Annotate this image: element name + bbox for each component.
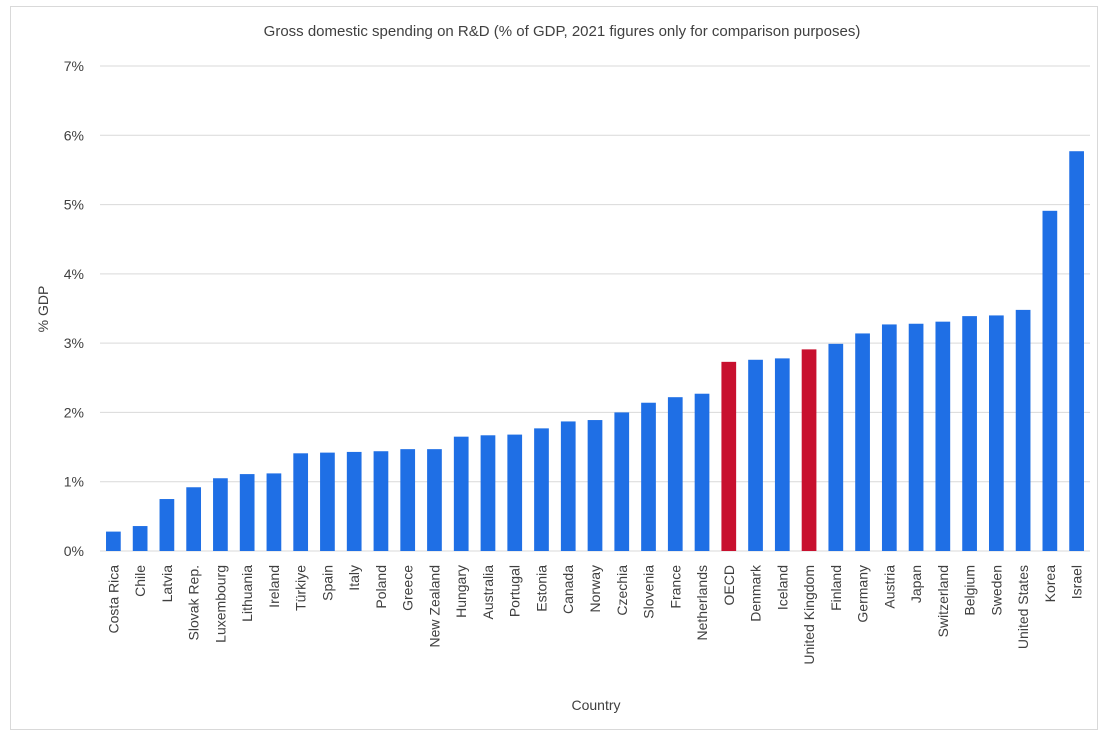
x-tick-label: Türkiye — [293, 565, 309, 611]
bar-spain — [320, 452, 335, 551]
bar-luxembourg — [213, 478, 228, 551]
bar-t-rkiye — [293, 453, 309, 551]
x-tick-label: Latvia — [159, 565, 175, 603]
bar-italy — [346, 451, 362, 551]
x-tick-label: Hungary — [453, 565, 469, 618]
x-tick-label: Poland — [373, 565, 389, 609]
x-tick-label: Portugal — [507, 565, 523, 617]
bar-lithuania — [239, 474, 255, 551]
bar-australia — [480, 435, 496, 551]
bar-belgium — [962, 316, 977, 551]
x-axis-title: Country — [571, 697, 620, 713]
x-tick-label: Slovak Rep. — [186, 565, 202, 640]
bar-costa-rica — [106, 531, 121, 551]
bar-slovenia — [641, 402, 656, 551]
x-tick-label: New Zealand — [426, 565, 442, 648]
y-tick-label: 2% — [64, 404, 84, 420]
bar-hungary — [453, 436, 469, 551]
y-tick-label: 5% — [64, 197, 84, 213]
bar-switzerland — [935, 321, 951, 551]
y-tick-label: 3% — [64, 335, 84, 351]
chart-title: Gross domestic spending on R&D (% of GDP… — [264, 23, 861, 40]
x-tick-label: Estonia — [533, 565, 549, 612]
x-tick-label: Czechia — [614, 565, 630, 616]
bar-austria — [881, 324, 897, 551]
bar-latvia — [159, 499, 175, 551]
x-tick-label: Japan — [908, 565, 924, 603]
x-tick-label: Germany — [855, 565, 871, 623]
y-tick-label: 7% — [64, 58, 84, 74]
bar-chile — [132, 526, 148, 551]
bar-czechia — [614, 412, 630, 551]
x-tick-label: Lithuania — [239, 565, 255, 622]
x-tick-label: Canada — [560, 565, 576, 614]
bar-greece — [400, 449, 416, 551]
x-tick-label: United States — [1015, 565, 1031, 649]
bar-netherlands — [694, 393, 710, 551]
x-tick-label: Italy — [346, 565, 362, 591]
x-tick-label: Switzerland — [935, 565, 951, 637]
x-tick-label: Costa Rica — [105, 565, 121, 634]
x-tick-label: Norway — [587, 565, 603, 612]
x-axis-ticks: Costa Rica Chile Latvia Slovak Rep. Luxembou… — [105, 564, 1084, 665]
bar-united-kingdom — [801, 349, 817, 551]
bar-finland — [828, 343, 844, 551]
bar-sweden — [988, 315, 1004, 551]
y-tick-label: 6% — [64, 127, 84, 143]
x-tick-label: Denmark — [748, 564, 764, 622]
x-tick-label: Greece — [400, 565, 416, 611]
bar-norway — [587, 420, 603, 551]
bar-iceland — [774, 358, 790, 551]
bar-united-states — [1015, 309, 1031, 551]
x-tick-label: Sweden — [988, 565, 1004, 616]
bar-ireland — [266, 473, 282, 551]
bar-germany — [855, 333, 870, 551]
x-tick-label: Israel — [1069, 565, 1085, 599]
bar-denmark — [748, 359, 763, 551]
gridlines — [100, 65, 1090, 552]
x-tick-label: Ireland — [266, 565, 282, 608]
x-tick-label: Slovenia — [641, 565, 657, 619]
x-tick-label: Australia — [480, 565, 496, 620]
x-tick-label: Chile — [132, 565, 148, 597]
bar-poland — [373, 451, 389, 551]
bar-canada — [560, 421, 576, 551]
bar-estonia — [534, 428, 549, 551]
y-axis-ticks: 0% 1% 2% 3% 4% 5% 6% 7% — [64, 58, 84, 559]
x-tick-label: OECD — [721, 565, 737, 605]
x-tick-label: Spain — [319, 565, 335, 601]
x-tick-label: United Kingdom — [801, 565, 817, 665]
bar-israel — [1069, 151, 1084, 551]
x-tick-label: Austria — [881, 565, 897, 609]
y-tick-label: 1% — [64, 474, 84, 490]
bar-oecd — [721, 361, 737, 551]
bar-portugal — [507, 434, 523, 551]
bars — [106, 151, 1084, 552]
y-tick-label: 0% — [64, 543, 84, 559]
bar-new-zealand — [427, 449, 442, 551]
x-tick-label: Finland — [828, 565, 844, 611]
x-tick-label: Korea — [1042, 565, 1058, 603]
x-tick-label: France — [667, 565, 683, 609]
x-tick-label: Luxembourg — [212, 565, 228, 643]
x-tick-label: Belgium — [962, 565, 978, 616]
bar-slovak-rep — [186, 487, 202, 551]
bar-japan — [908, 323, 924, 551]
x-tick-label: Iceland — [774, 565, 790, 610]
bar-korea — [1042, 210, 1058, 552]
y-axis-title: % GDP — [35, 286, 51, 333]
x-tick-label: Netherlands — [694, 565, 710, 641]
y-tick-label: 4% — [64, 266, 84, 282]
bar-france — [667, 397, 683, 551]
